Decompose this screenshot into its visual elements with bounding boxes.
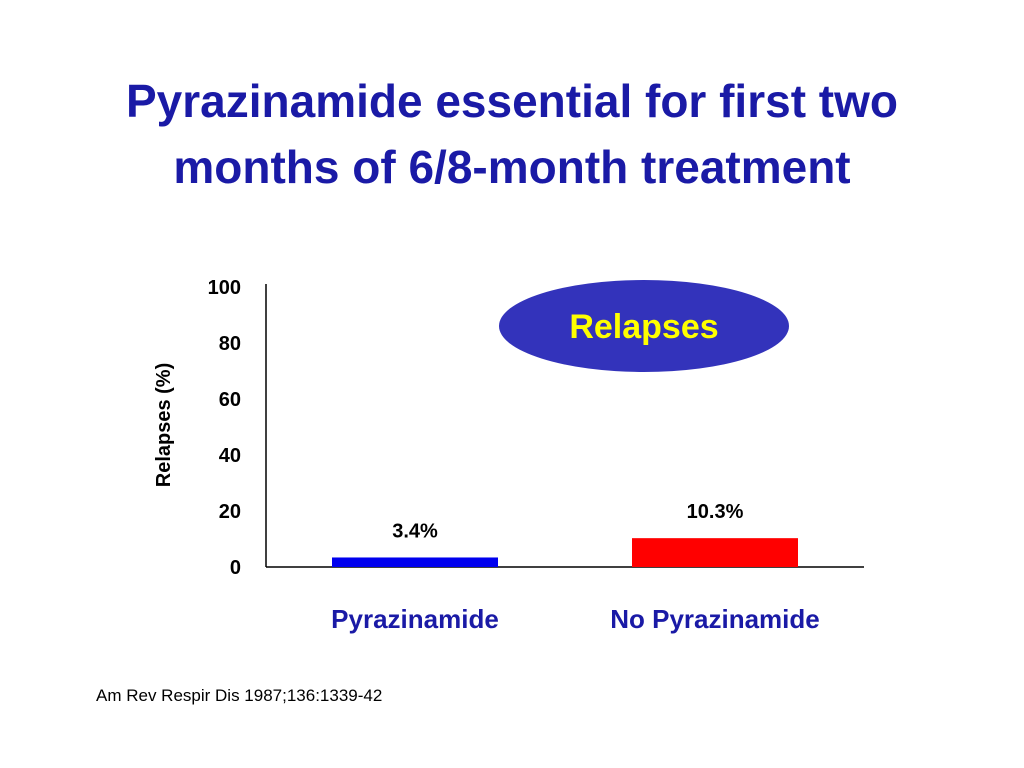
slide-title: Pyrazinamide essential for first two mon… — [0, 68, 1024, 200]
y-tick-label: 60 — [219, 389, 241, 411]
data-label: 10.3% — [687, 501, 744, 523]
legend-label: Relapses — [569, 308, 718, 346]
data-labels: 3.4% 10.3% — [392, 501, 743, 542]
category-label: Pyrazinamide — [331, 604, 499, 634]
bar-no-pyrazinamide — [632, 538, 798, 567]
category-label: No Pyrazinamide — [610, 604, 820, 634]
bars — [332, 538, 798, 567]
category-labels: Pyrazinamide No Pyrazinamide — [331, 604, 820, 634]
legend-badge: Relapses — [499, 280, 789, 372]
y-tick-label: 20 — [219, 501, 241, 523]
legend-ellipse — [499, 280, 789, 372]
citation: Am Rev Respir Dis 1987;136:1339-42 — [96, 686, 383, 705]
slide-title-line-1: Pyrazinamide essential for first two — [125, 75, 898, 127]
y-tick-label: 40 — [219, 445, 241, 467]
bar-pyrazinamide — [332, 557, 498, 567]
y-axis-label: Relapses (%) — [153, 363, 175, 488]
slide-title-line-2: months of 6/8-month treatment — [173, 141, 851, 193]
y-tick-label: 80 — [219, 333, 241, 355]
y-tick-label: 0 — [230, 557, 241, 579]
data-label: 3.4% — [392, 520, 438, 542]
y-axis-ticks: 0 20 40 60 80 100 — [208, 277, 241, 579]
y-tick-label: 100 — [208, 277, 241, 299]
